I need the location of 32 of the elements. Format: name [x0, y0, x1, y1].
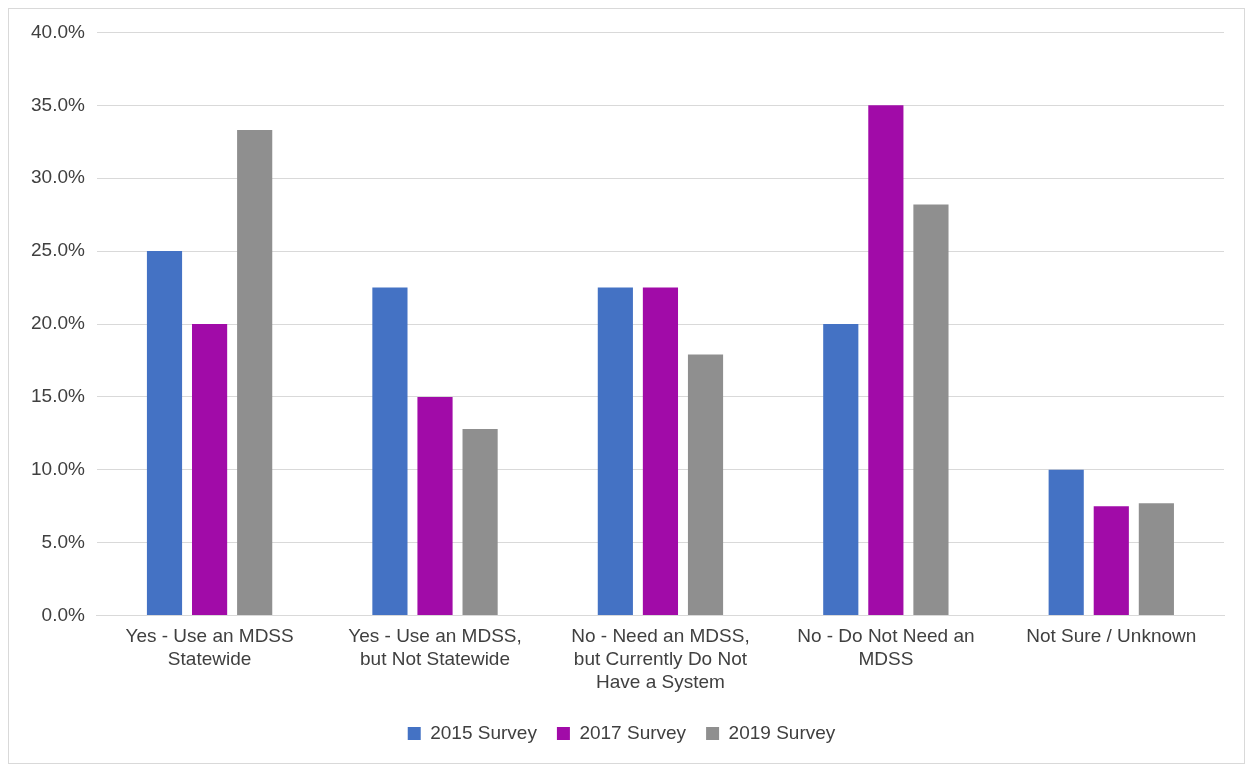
- legend-label: 2017 Survey: [579, 721, 687, 743]
- bar: [687, 354, 724, 616]
- bar: [823, 324, 859, 616]
- bar: [1138, 503, 1174, 616]
- bar: [237, 130, 273, 616]
- y-tick-label: 25.0%: [31, 239, 85, 261]
- bar: [913, 204, 949, 616]
- x-tick-label: Yes - Use an MDSS Statewide: [125, 625, 294, 670]
- bar: [868, 105, 904, 616]
- y-tick-label: 0.0%: [41, 603, 85, 625]
- legend-label: 2015 Survey: [430, 721, 538, 743]
- bar: [372, 287, 408, 616]
- x-tick-label: No - Need an MDSS, but Currently Do Not Have a System: [571, 625, 750, 692]
- bar: [192, 324, 228, 616]
- y-tick-label: 15.0%: [31, 385, 85, 407]
- y-tick-label: 10.0%: [31, 458, 85, 480]
- x-tick-label: Yes - Use an MDSS, but Not Statewide: [348, 625, 522, 670]
- y-tick-label: 35.0%: [31, 93, 85, 115]
- bar: [642, 287, 679, 616]
- x-tick-label: Not Sure / Unknown: [1026, 625, 1197, 647]
- bar: [1048, 469, 1084, 616]
- y-tick-label: 20.0%: [31, 312, 85, 334]
- bar: [597, 287, 633, 616]
- bar: [417, 396, 453, 616]
- bar: [146, 251, 183, 616]
- y-tick-label: 30.0%: [31, 166, 85, 188]
- bar: [1093, 506, 1129, 616]
- y-tick-label: 40.0%: [31, 20, 85, 42]
- legend-label: 2019 Survey: [728, 721, 836, 743]
- bar: [462, 428, 498, 616]
- x-tick-label: No - Do Not Need an MDSS: [797, 625, 975, 670]
- y-tick-label: 5.0%: [41, 530, 85, 552]
